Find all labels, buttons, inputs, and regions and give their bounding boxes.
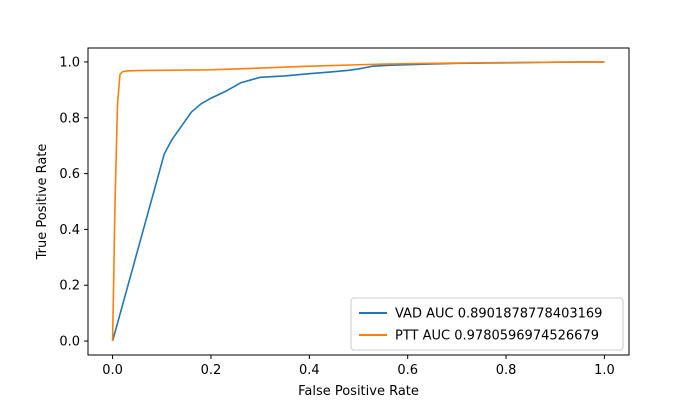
x-axis-ticks: 0.0 0.2 0.4 0.6 0.8 1.0 bbox=[102, 355, 615, 378]
legend-label-vad: VAD AUC 0.8901878778403169 bbox=[395, 307, 602, 322]
x-tick-label: 0.8 bbox=[496, 363, 517, 378]
x-tick-label: 1.0 bbox=[594, 363, 615, 378]
series-line-ptt bbox=[111, 61, 605, 342]
y-tick-label: 0.0 bbox=[59, 335, 80, 350]
y-tick-label: 0.6 bbox=[59, 167, 80, 182]
y-tick-label: 0.2 bbox=[59, 279, 80, 294]
y-tick-label: 1.0 bbox=[59, 55, 80, 70]
x-tick-label: 0.0 bbox=[102, 363, 123, 378]
y-axis-label: True Positive Rate bbox=[35, 144, 50, 261]
legend-label-ptt: PTT AUC 0.9780596974526679 bbox=[395, 329, 599, 344]
series-layer bbox=[111, 61, 605, 342]
plot-area bbox=[87, 47, 630, 356]
x-tick-label: 0.4 bbox=[299, 363, 320, 378]
y-tick-label: 0.8 bbox=[59, 111, 80, 126]
x-axis-label: False Positive Rate bbox=[298, 384, 419, 399]
y-tick-label: 0.4 bbox=[59, 223, 80, 238]
y-axis-ticks: 0.0 0.2 0.4 0.6 0.8 1.0 bbox=[59, 55, 88, 350]
x-tick-label: 0.6 bbox=[397, 363, 418, 378]
x-tick-label: 0.2 bbox=[201, 363, 222, 378]
legend: VAD AUC 0.8901878778403169 PTT AUC 0.978… bbox=[350, 297, 624, 351]
legend-box bbox=[350, 297, 624, 351]
